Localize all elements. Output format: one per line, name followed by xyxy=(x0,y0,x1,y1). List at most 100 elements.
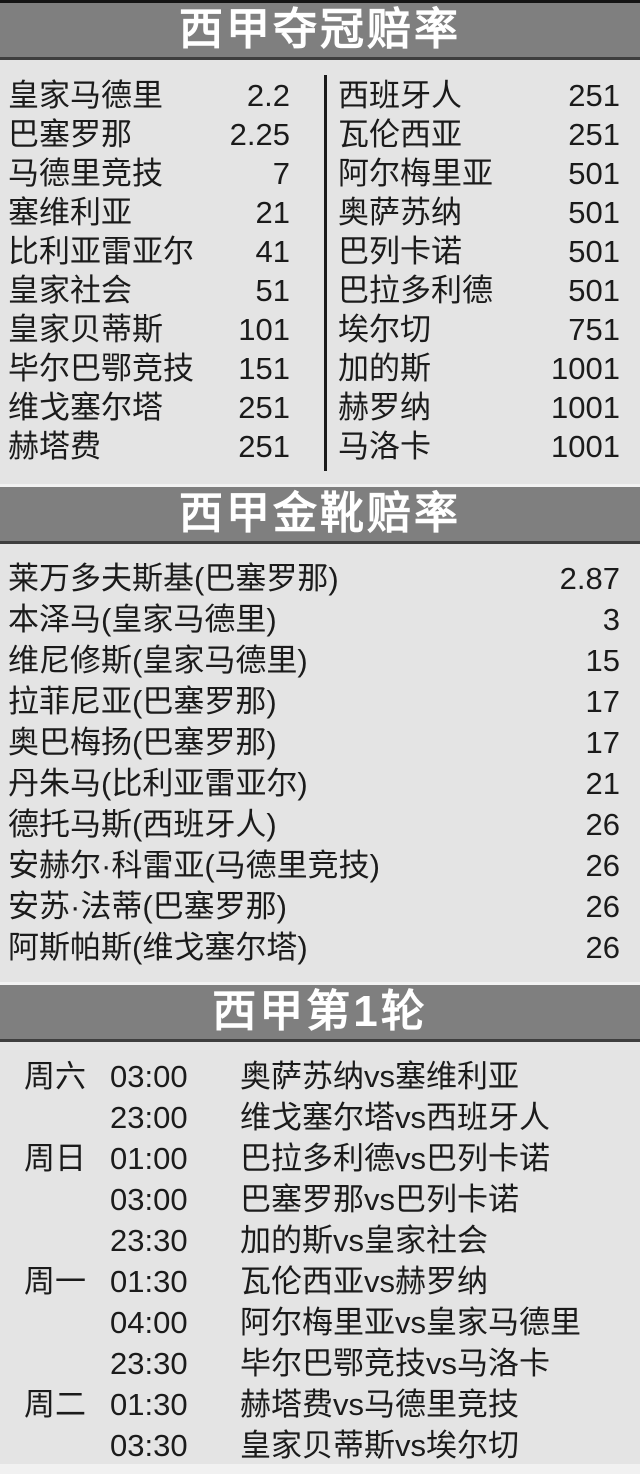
player-odds: 26 xyxy=(585,848,620,883)
odds-row: 奥巴梅扬(巴塞罗那) 17 xyxy=(8,722,620,763)
player-odds: 26 xyxy=(585,807,620,842)
player-name: 安苏·法蒂(巴塞罗那) xyxy=(8,889,287,924)
match-fixture: 赫塔费vs马德里竞技 xyxy=(240,1387,519,1422)
kickoff-time: 01:30 xyxy=(110,1264,188,1299)
weekday: 周日 xyxy=(24,1141,86,1176)
player-odds: 21 xyxy=(585,766,620,801)
team-name: 阿尔梅里亚 xyxy=(338,156,493,191)
odds-row: 西班牙人 251 xyxy=(338,76,620,115)
player-name: 阿斯帕斯(维戈塞尔塔) xyxy=(8,930,308,965)
bottom-strip xyxy=(0,1464,640,1474)
schedule-row: 23:00 维戈塞尔塔vs西班牙人 xyxy=(24,1097,640,1138)
team-name: 赫罗纳 xyxy=(338,390,431,425)
odds-row: 维尼修斯(皇家马德里) 15 xyxy=(8,640,620,681)
champion-odds-left-column: 皇家马德里 2.2 巴塞罗那 2.25 马德里竞技 7 塞维利亚 21 比利亚雷亚尔 41… xyxy=(0,62,325,482)
player-name: 安赫尔·科雷亚(马德里竞技) xyxy=(8,848,380,883)
odds-row: 毕尔巴鄂竞技 151 xyxy=(8,349,290,388)
team-name: 比利亚雷亚尔 xyxy=(8,234,194,269)
team-name: 巴拉多利德 xyxy=(338,273,493,308)
match-fixture: 瓦伦西亚vs赫罗纳 xyxy=(240,1264,488,1299)
team-name: 加的斯 xyxy=(338,351,431,386)
team-name: 巴列卡诺 xyxy=(338,234,462,269)
section-title: 西甲第1轮 xyxy=(212,987,428,1036)
odds-row: 阿斯帕斯(维戈塞尔塔) 26 xyxy=(8,927,620,968)
section-header-champion-odds: 西甲夺冠赔率 xyxy=(0,0,640,60)
kickoff-time: 03:00 xyxy=(110,1182,188,1217)
schedule-row: 03:30 皇家贝蒂斯vs埃尔切 xyxy=(24,1425,640,1466)
odds-row: 加的斯 1001 xyxy=(338,349,620,388)
weekday: 周六 xyxy=(24,1059,86,1094)
kickoff-time: 23:30 xyxy=(110,1223,188,1258)
champion-odds-right-column: 西班牙人 251 瓦伦西亚 251 阿尔梅里亚 501 奥萨苏纳 501 巴列卡诺 501… xyxy=(325,62,640,482)
golden-boot-odds-table: 莱万多夫斯基(巴塞罗那) 2.87 本泽马(皇家马德里) 3 维尼修斯(皇家马德里)… xyxy=(0,550,640,968)
team-odds: 1001 xyxy=(551,429,620,464)
team-odds: 251 xyxy=(238,429,290,464)
odds-row: 维戈塞尔塔 251 xyxy=(8,388,290,427)
player-name: 丹朱马(比利亚雷亚尔) xyxy=(8,766,308,801)
odds-row: 巴列卡诺 501 xyxy=(338,232,620,271)
team-odds: 2.2 xyxy=(246,78,290,113)
weekday: 周二 xyxy=(24,1387,86,1422)
champion-odds-table: 皇家马德里 2.2 巴塞罗那 2.25 马德里竞技 7 塞维利亚 21 比利亚雷亚尔 41… xyxy=(0,62,640,482)
odds-row: 德托马斯(西班牙人) 26 xyxy=(8,804,620,845)
player-name: 本泽马(皇家马德里) xyxy=(8,602,277,637)
player-odds: 2.87 xyxy=(559,561,620,596)
team-name: 赫塔费 xyxy=(8,429,101,464)
team-odds: 41 xyxy=(255,234,290,269)
match-fixture: 加的斯vs皇家社会 xyxy=(240,1223,488,1258)
kickoff-time: 23:00 xyxy=(110,1100,188,1135)
schedule-row: 04:00 阿尔梅里亚vs皇家马德里 xyxy=(24,1302,640,1343)
section-title: 西甲夺冠赔率 xyxy=(179,5,461,54)
match-fixture: 毕尔巴鄂竞技vs马洛卡 xyxy=(240,1346,550,1381)
team-odds: 251 xyxy=(568,78,620,113)
player-name: 维尼修斯(皇家马德里) xyxy=(8,643,308,678)
weekday xyxy=(24,1425,110,1466)
player-odds: 26 xyxy=(585,889,620,924)
player-odds: 17 xyxy=(585,684,620,719)
team-name: 西班牙人 xyxy=(338,78,462,113)
odds-row: 巴塞罗那 2.25 xyxy=(8,115,290,154)
player-odds: 3 xyxy=(602,602,620,637)
kickoff-time: 01:30 xyxy=(110,1387,188,1422)
section-header-golden-boot-odds: 西甲金靴赔率 xyxy=(0,484,640,544)
kickoff-time: 03:30 xyxy=(110,1428,188,1463)
odds-row: 丹朱马(比利亚雷亚尔) 21 xyxy=(8,763,620,804)
schedule-row: 周二 01:30 赫塔费vs马德里竞技 xyxy=(24,1384,640,1425)
team-name: 瓦伦西亚 xyxy=(338,117,462,152)
player-odds: 15 xyxy=(585,643,620,678)
weekday: 周一 xyxy=(24,1264,86,1299)
team-odds: 51 xyxy=(255,273,290,308)
odds-row: 埃尔切 751 xyxy=(338,310,620,349)
schedule-row: 周一 01:30 瓦伦西亚vs赫罗纳 xyxy=(24,1261,640,1302)
player-name: 莱万多夫斯基(巴塞罗那) xyxy=(8,561,339,596)
kickoff-time: 23:30 xyxy=(110,1346,188,1381)
team-odds: 751 xyxy=(568,312,620,347)
odds-row: 赫塔费 251 xyxy=(8,427,290,466)
player-name: 德托马斯(西班牙人) xyxy=(8,807,277,842)
odds-row: 本泽马(皇家马德里) 3 xyxy=(8,599,620,640)
player-name: 拉菲尼亚(巴塞罗那) xyxy=(8,684,277,719)
column-divider xyxy=(324,75,327,471)
schedule-row: 03:00 巴塞罗那vs巴列卡诺 xyxy=(24,1179,640,1220)
odds-row: 瓦伦西亚 251 xyxy=(338,115,620,154)
team-odds: 7 xyxy=(272,156,290,191)
weekday xyxy=(24,1097,110,1138)
odds-row: 比利亚雷亚尔 41 xyxy=(8,232,290,271)
team-name: 毕尔巴鄂竞技 xyxy=(8,351,194,386)
team-name: 维戈塞尔塔 xyxy=(8,390,163,425)
team-odds: 1001 xyxy=(551,390,620,425)
odds-row: 塞维利亚 21 xyxy=(8,193,290,232)
player-name: 奥巴梅扬(巴塞罗那) xyxy=(8,725,277,760)
odds-row: 安苏·法蒂(巴塞罗那) 26 xyxy=(8,886,620,927)
team-name: 皇家贝蒂斯 xyxy=(8,312,163,347)
team-name: 埃尔切 xyxy=(338,312,431,347)
player-odds: 26 xyxy=(585,930,620,965)
kickoff-time: 01:00 xyxy=(110,1141,188,1176)
match-fixture: 巴塞罗那vs巴列卡诺 xyxy=(240,1182,519,1217)
team-odds: 501 xyxy=(568,273,620,308)
match-fixture: 皇家贝蒂斯vs埃尔切 xyxy=(240,1428,519,1463)
team-name: 马德里竞技 xyxy=(8,156,163,191)
odds-row: 安赫尔·科雷亚(马德里竞技) 26 xyxy=(8,845,620,886)
section-title: 西甲金靴赔率 xyxy=(179,489,461,538)
